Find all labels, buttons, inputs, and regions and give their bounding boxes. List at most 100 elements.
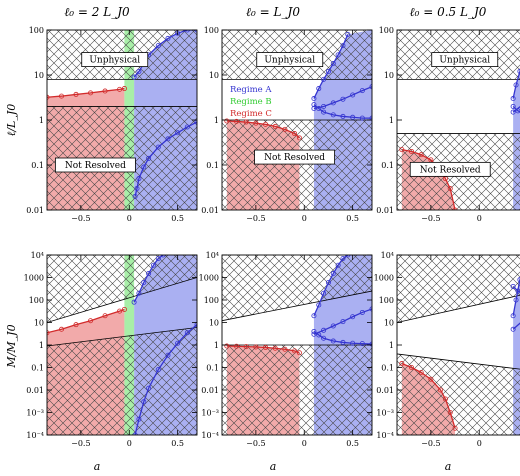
data-point-c <box>409 364 415 370</box>
data-point-a <box>325 68 331 74</box>
data-point-a <box>321 327 327 333</box>
y-tick-label: 10⁻⁴ <box>376 431 394 440</box>
series-line-a <box>512 67 520 99</box>
x-tick-label: 0 <box>477 214 482 223</box>
data-point-a <box>350 314 356 320</box>
data-point-a <box>165 352 171 358</box>
series-line-a <box>133 255 164 303</box>
series-line-c <box>47 308 125 334</box>
data-point-a <box>316 86 322 92</box>
data-point-a <box>330 271 336 277</box>
y-tick-label: 100 <box>379 296 394 305</box>
unphysical-hatch <box>47 255 197 323</box>
data-point-c <box>418 369 424 375</box>
data-point-a <box>160 255 166 258</box>
unphysical-label-box <box>256 52 324 67</box>
data-point-a <box>330 61 336 67</box>
y-axis-label-top: ℓ/L_J0 <box>5 104 18 137</box>
data-point-c <box>296 350 302 356</box>
data-point-a <box>325 279 331 285</box>
data-point-c <box>88 90 94 96</box>
data-point-a <box>340 339 346 345</box>
data-point-a <box>359 309 365 315</box>
data-point-c <box>428 376 434 382</box>
x-tick-label: 0 <box>127 214 132 223</box>
data-point-c <box>292 131 298 137</box>
x-tick-label: −0.5 <box>71 214 90 223</box>
x-axis-label-2: a <box>270 460 277 473</box>
data-point-c <box>243 344 249 350</box>
data-point-c <box>243 119 249 125</box>
series-line-a <box>313 308 372 335</box>
data-point-a <box>134 186 140 192</box>
series-line-a <box>134 121 197 197</box>
data-point-c <box>88 318 94 324</box>
data-point-a <box>350 340 356 346</box>
data-point-c <box>59 326 65 332</box>
y-tick-label: 10 <box>34 319 44 328</box>
panel-plot-area <box>222 255 372 435</box>
data-point-c <box>73 322 79 328</box>
series-line-a <box>512 285 520 293</box>
data-point-a <box>330 112 336 118</box>
not-resolved-label-box <box>54 157 136 173</box>
data-point-a <box>141 164 147 170</box>
data-point-c <box>117 86 123 92</box>
y-axis-label-bottom: M/M_J0 <box>5 324 18 368</box>
y-tick-label: 0.1 <box>381 161 394 170</box>
data-point-a <box>345 255 351 258</box>
y-tick-label: 0.01 <box>201 386 219 395</box>
unresolved-hatch <box>397 353 520 435</box>
y-tick-label: 10 <box>209 319 219 328</box>
y-tick-label: 1 <box>389 341 394 350</box>
data-point-a <box>510 283 516 289</box>
data-point-a <box>136 68 142 74</box>
series-line-a <box>313 34 349 99</box>
y-tick-label: 0.1 <box>381 364 394 373</box>
data-point-a <box>136 416 142 422</box>
data-point-a <box>330 100 336 106</box>
data-point-a <box>131 299 137 305</box>
y-tick-label: 10⁻⁴ <box>26 431 44 440</box>
y-tick-label: 10⁻⁴ <box>201 431 219 440</box>
series-line-c <box>226 345 300 354</box>
data-point-a <box>184 30 190 33</box>
y-tick-label: 100 <box>29 296 44 305</box>
data-point-c <box>263 121 269 127</box>
x-axis-label-1: a <box>94 460 101 473</box>
column-title-3: ℓ₀ = 0.5 L_J0 <box>410 5 487 19</box>
y-tick-label: 10 <box>384 319 394 328</box>
data-point-c <box>418 152 424 158</box>
y-tick-label: 10 <box>209 71 219 80</box>
data-point-a <box>510 103 516 109</box>
data-point-c <box>272 345 278 351</box>
x-tick-label: −0.5 <box>246 439 265 448</box>
panel-r1-c1: 10⁻⁴ 10⁻³ 0.01 0.1 1 10 100 1000 10⁴ −0.5 0 0.5 <box>199 251 373 448</box>
data-point-a <box>146 271 152 277</box>
y-tick-label: 100 <box>29 26 44 35</box>
x-tick-label: 0 <box>302 214 307 223</box>
not-resolved-label-box <box>409 161 491 177</box>
not-resolved-label: Not Resolved <box>264 153 325 163</box>
x-tick-label: 0.5 <box>346 214 359 223</box>
data-point-a <box>311 328 317 334</box>
data-point-c <box>224 118 230 124</box>
not-resolved-label: Not Resolved <box>65 161 126 171</box>
legend-entry-regime-c: Regime C <box>230 109 272 119</box>
data-point-a <box>321 103 327 109</box>
data-point-a <box>513 82 519 88</box>
x-tick-label: 0.5 <box>346 439 359 448</box>
data-point-a <box>340 255 346 261</box>
data-point-a <box>155 255 161 261</box>
data-point-c <box>73 91 79 97</box>
y-tick-label: 0.1 <box>206 161 219 170</box>
y-tick-label: 100 <box>204 296 219 305</box>
series-line-c <box>47 87 125 98</box>
y-tick-label: 0.01 <box>376 386 394 395</box>
data-point-c <box>292 348 298 354</box>
series-line-a <box>313 86 372 110</box>
y-tick-label: 100 <box>204 26 219 35</box>
data-point-a <box>321 76 327 82</box>
x-axis-label-3: a <box>445 460 452 473</box>
